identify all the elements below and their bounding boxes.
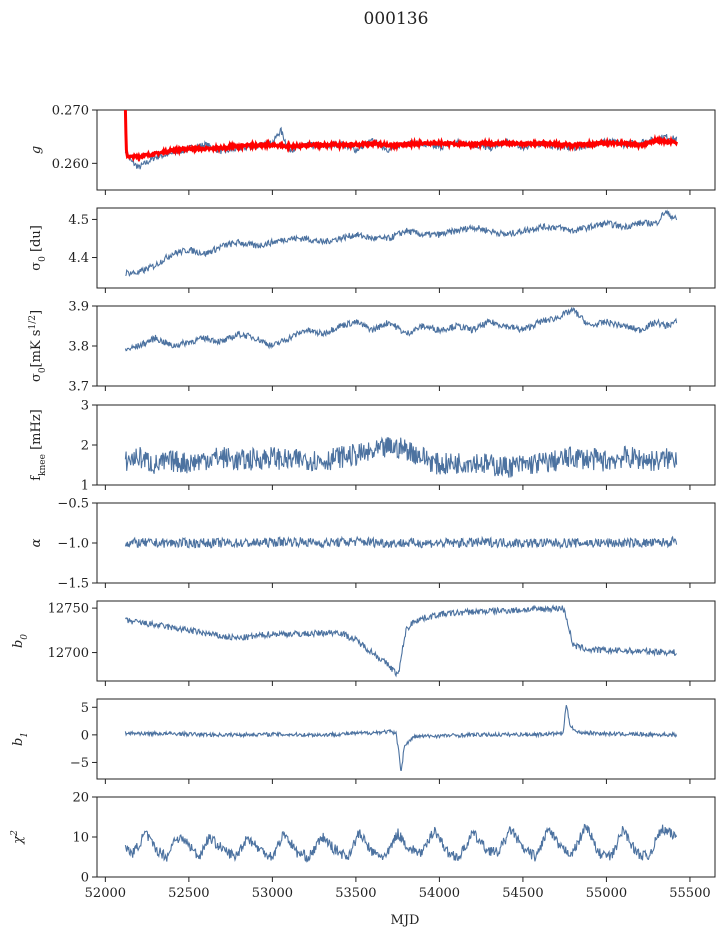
y-tick-label: 0: [81, 728, 89, 743]
y-tick-label: 0.260: [52, 157, 89, 172]
y-axis-label: b1: [11, 732, 30, 746]
series-line-b0: [124, 604, 677, 678]
panel-alpha: −1.5 −1.0 −0.5 α: [29, 497, 716, 592]
y-tick-label: 12750: [48, 602, 89, 617]
x-tick-label: 54500: [502, 886, 543, 901]
y-tick-label: −0.5: [57, 497, 89, 512]
y-tick-label: 3.9: [68, 300, 89, 315]
y-axis-label: fknee [mHz]: [29, 409, 48, 481]
x-tick-label: 53500: [335, 886, 376, 901]
series-line-alpha: [124, 535, 678, 550]
panel-g: 0.260 0.270 g: [29, 104, 716, 195]
y-axis-label: χ2: [10, 830, 26, 845]
y-axis-label: g: [29, 146, 44, 154]
chart-title: 000136: [364, 9, 429, 29]
y-tick-label: 0.270: [52, 104, 89, 119]
y-tick-label: 5: [81, 701, 89, 716]
series-line-chi2: [124, 823, 678, 863]
y-tick-label: 3.8: [68, 340, 89, 355]
panel-frame: [96, 305, 716, 387]
y-axis-label: b0: [11, 634, 30, 648]
y-tick-label: 2: [81, 439, 89, 454]
y-tick-label: 4.4: [68, 251, 89, 266]
y-tick-label: 4.5: [68, 213, 89, 228]
series-line-fknee: [124, 436, 678, 478]
x-tick-label: 55500: [669, 886, 710, 901]
y-axis-label: σ0[mK s1/2]: [28, 310, 48, 382]
chart-panels: 0.260 0.270 g 4.4 4.5 σ0 [du] 3.7 3.8 3.9 σ0[mK s…: [10, 104, 716, 901]
y-tick-label: −5: [70, 756, 89, 771]
series-line-sigma0-du: [125, 209, 678, 277]
y-tick-label: 20: [72, 791, 89, 806]
y-tick-label: 0: [81, 871, 89, 886]
panel-b0: 12700 12750 b0: [11, 600, 716, 686]
panel-sigma0-du: 4.4 4.5 σ0 [du]: [29, 207, 716, 293]
panel-frame: [96, 600, 716, 682]
y-tick-label: 3.7: [68, 380, 89, 395]
x-tick-label: 55000: [586, 886, 627, 901]
y-tick-label: 10: [72, 831, 89, 846]
x-tick-label: 52500: [168, 886, 209, 901]
y-tick-label: 1: [81, 479, 89, 494]
series-line-sigma0-mk: [124, 307, 678, 352]
panel-fknee: 1 2 3 fknee [mHz]: [29, 399, 716, 494]
panel-chi2: 0 10 20 52000 52500 53000 53500 54000 54500 55000…: [10, 791, 716, 901]
y-axis-label: α: [29, 538, 44, 547]
y-tick-label: 12700: [48, 646, 89, 661]
fit-line: [123, 110, 679, 163]
panel-frame: [96, 109, 716, 191]
panel-b1: −5 0 5 b1: [11, 698, 716, 784]
panel-frame: [96, 698, 716, 780]
x-tick-label: 54000: [419, 886, 460, 901]
x-tick-label: 52000: [85, 886, 126, 901]
y-axis-label: σ0 [du]: [29, 225, 48, 271]
panel-frame: [96, 796, 716, 878]
panel-sigma0-mk: 3.7 3.8 3.9 σ0[mK s1/2]: [28, 300, 716, 395]
panel-frame: [96, 207, 716, 289]
series-line-b1: [124, 705, 678, 772]
y-tick-label: 3: [81, 399, 89, 414]
x-tick-label: 53000: [252, 886, 293, 901]
y-tick-label: −1.0: [57, 537, 89, 552]
x-axis-label: MJD: [391, 913, 420, 928]
y-tick-label: −1.5: [57, 577, 89, 592]
